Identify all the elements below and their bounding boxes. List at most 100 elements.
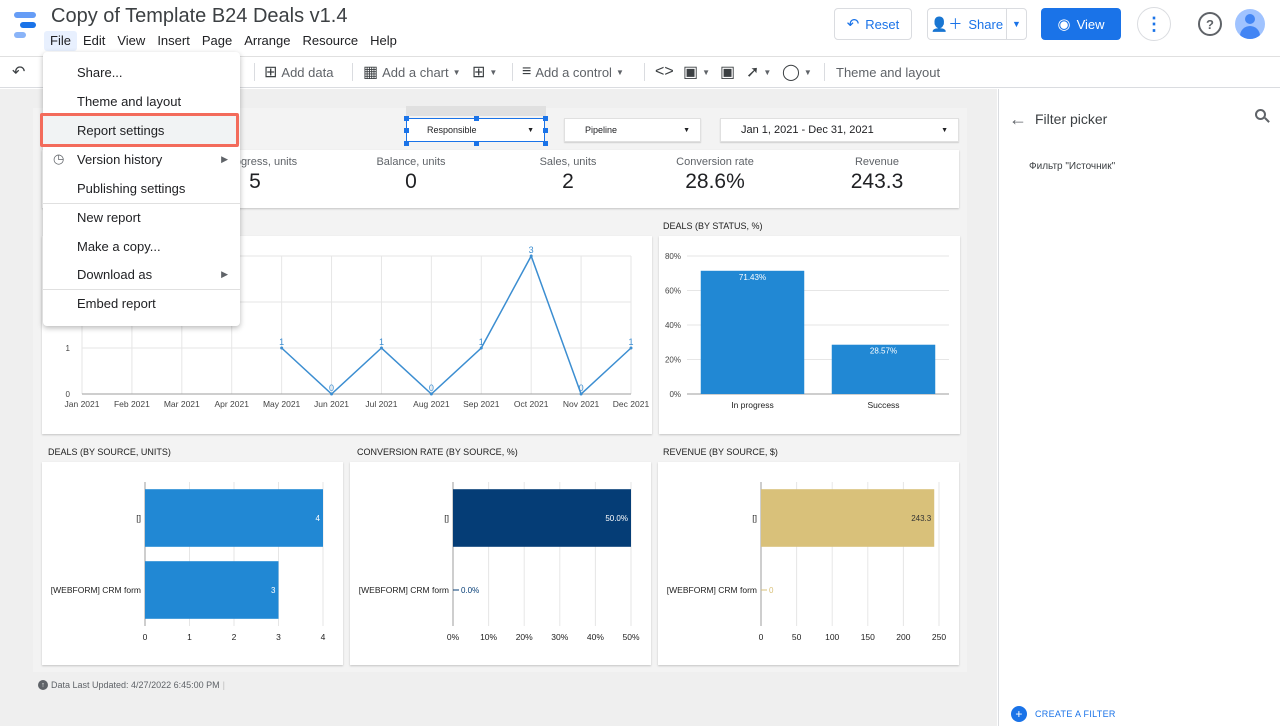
resize-handle[interactable] [543,128,548,133]
pipeline-filter-control[interactable]: Pipeline ▼ [564,118,701,142]
line-icon[interactable]: ➚ ▼ [746,64,772,81]
x-tick-label: Mar 2021 [164,399,200,409]
deals-by-source-panel[interactable]: 0 1 2 3 4 [] 4 [WEBFORM] CRM form 3 [42,462,343,665]
resize-handle[interactable] [404,116,409,121]
help-icon[interactable]: ? [1198,12,1222,36]
report-title[interactable]: Copy of Template B24 Deals v1.4 [51,5,348,27]
text-box-icon[interactable]: ▣ [720,64,736,81]
control-drag-bar[interactable] [406,106,546,116]
x-tick-label: Sep 2021 [463,399,500,409]
data-point [429,392,433,396]
data-label: 0 [429,383,434,393]
data-label: 1 [379,337,384,347]
reset-button[interactable]: ↶ Reset [834,8,912,40]
x-tick-label: Oct 2021 [514,399,549,409]
menu-arrange[interactable]: Arrange [244,33,291,48]
data-label: 1 [279,337,284,347]
add-control-button[interactable]: ≡ Add a control ▼ [522,57,624,87]
data-studio-logo-icon[interactable] [12,10,40,40]
menu-item-download-as[interactable]: Download as ▶ [43,260,240,288]
menu-item-publishing-settings[interactable]: Publishing settings [43,174,240,202]
theme-and-layout-button[interactable]: Theme and layout [836,57,940,87]
x-tick-label: 50% [622,632,639,642]
menu-page[interactable]: Page [201,33,233,48]
search-icon[interactable] [1255,109,1271,125]
x-tick-label: Dec 2021 [613,399,650,409]
menu-item-report-settings[interactable]: Report settings [43,116,240,144]
filter-list-item[interactable]: Фильтр "Источник" [1029,161,1116,172]
resize-handle[interactable] [543,116,548,121]
y-tick-label: 40% [665,321,681,330]
menu-item-label: Make a copy... [77,238,161,254]
resize-handle[interactable] [404,141,409,146]
data-label: 0 [329,383,334,393]
menu-item-new-report[interactable]: New report [43,203,240,231]
x-tick-label: 10% [480,632,497,642]
share-label: Share [968,16,1004,32]
back-arrow-icon[interactable]: ← [1009,109,1027,129]
menu-view[interactable]: View [117,33,146,48]
view-button[interactable]: ◉ View [1041,8,1121,40]
date-range-control[interactable]: Jan 1, 2021 - Dec 31, 2021 ▼ [720,118,959,142]
submenu-arrow-icon: ▶ [221,153,228,164]
resize-handle[interactable] [474,116,479,121]
avatar[interactable] [1235,9,1265,39]
x-tick-label: 0 [143,632,148,642]
data-label: 243.3 [911,514,932,523]
community-viz-button[interactable]: ⊞ ▼ [472,57,497,87]
x-tick-label: 0% [447,632,460,642]
scorecard-sales[interactable]: Sales, units 2 [498,156,638,194]
conversion-by-source-panel[interactable]: 0% 10% 20% 30% 40% 50% [] 50.0% [WEBFORM] CRM fo… [350,462,651,665]
add-data-button[interactable]: ⊞ Add data [264,57,333,87]
data-point [579,392,583,396]
x-tick-label: Apr 2021 [214,399,249,409]
scorecard-balance[interactable]: Balance, units 0 [341,156,481,194]
share-button[interactable]: 👤＋ Share ▼ [927,8,1027,40]
x-tick-label: Feb 2021 [114,399,150,409]
bar [453,489,631,547]
responsible-filter-control[interactable]: Responsible ▼ [406,118,545,142]
revenue-by-source-panel[interactable]: 0 50 100 150 200 250 [] 243.3 [WEBFORM] CRM form… [658,462,959,665]
more-options-icon[interactable]: ⋮ [1137,7,1171,41]
data-label: 3 [271,586,276,595]
resize-handle[interactable] [404,128,409,133]
menu-help[interactable]: Help [370,33,397,48]
x-tick-label: 20% [516,632,533,642]
data-point [280,346,284,350]
menu-item-embed-report[interactable]: Embed report [43,289,240,317]
deals-by-status-panel[interactable]: 0% 20% 40% 60% 80% 71.43% In progress 28.57% Suc… [659,236,960,434]
data-label: 28.57% [870,347,897,356]
add-chart-button[interactable]: ▦ Add a chart ▼ [363,57,461,87]
revenue-by-source-bar-chart: 0 50 100 150 200 250 [] 243.3 [WEBFORM] CRM form… [667,482,946,642]
image-icon[interactable]: ▣ ▼ [683,64,711,81]
menu-item-share[interactable]: Share... [43,58,240,86]
submenu-arrow-icon: ▶ [221,268,228,279]
menu-file[interactable]: File [44,31,77,51]
undo-icon[interactable]: ↶ [12,64,26,81]
scorecard-revenue[interactable]: Revenue 243.3 [807,156,947,194]
menu-resource[interactable]: Resource [302,33,359,48]
scorecard-label: Revenue [854,156,900,168]
menu-item-label: Theme and layout [77,93,182,109]
menu-insert[interactable]: Insert [157,33,190,48]
x-tick-label: 1 [187,632,192,642]
embed-code-icon[interactable]: <> [655,63,674,80]
menu-item-version-history[interactable]: ◷ Version history ▶ [43,145,240,173]
create-filter-button[interactable]: + CREATE A FILTER [1011,706,1116,722]
chevron-down-icon: ▼ [489,67,498,77]
menu-edit[interactable]: Edit [82,33,106,48]
data-label: 4 [316,514,321,523]
scorecard-value: 2 [562,170,574,193]
shape-icon[interactable]: ◯ ▼ [782,64,812,81]
resize-handle[interactable] [543,141,548,146]
source-units-chart-title: DEALS (BY SOURCE, UNITS) [48,447,171,457]
menu-item-theme-and-layout[interactable]: Theme and layout [43,87,240,115]
resize-handle[interactable] [474,141,479,146]
menu-item-make-a-copy[interactable]: Make a copy... [43,232,240,260]
share-main[interactable]: 👤＋ Share [928,9,1006,39]
bar [145,561,279,619]
scorecard-conversion-rate[interactable]: Conversion rate 28.6% [645,156,785,194]
y-tick-label: 80% [665,252,681,261]
add-chart-icon: ▦ [363,64,379,81]
share-dropdown-caret-icon[interactable]: ▼ [1006,9,1026,39]
